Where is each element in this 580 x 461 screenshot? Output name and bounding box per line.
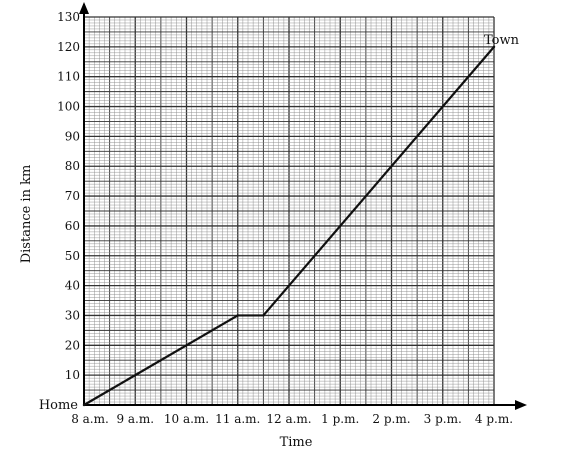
series-point xyxy=(262,314,265,317)
x-axis-arrowhead xyxy=(515,400,527,410)
y-tick-label: 40 xyxy=(65,279,80,293)
y-tick-label: 100 xyxy=(57,100,80,114)
y-tick-label: 20 xyxy=(65,338,80,352)
y-tick-label: 30 xyxy=(65,308,80,322)
x-tick-label: 3 p.m. xyxy=(424,412,462,426)
y-tick-label: 50 xyxy=(65,249,80,263)
y-axis-title: Distance in km xyxy=(19,165,34,264)
y-tick-label: 10 xyxy=(65,368,80,382)
series-point xyxy=(82,403,86,407)
y-tick-label: 120 xyxy=(57,40,80,54)
y-tick-label: 70 xyxy=(65,189,80,203)
x-tick-label: 12 a.m. xyxy=(266,412,311,426)
series-layer xyxy=(82,45,496,407)
axis-layer xyxy=(79,2,527,410)
x-tick-label: 8 a.m. xyxy=(71,412,109,426)
y-tick-label: 60 xyxy=(65,219,80,233)
series-point xyxy=(236,314,239,317)
x-tick-label: 9 a.m. xyxy=(116,412,154,426)
x-tick-label: 4 p.m. xyxy=(475,412,513,426)
y-tick-label: 130 xyxy=(57,10,80,24)
x-tick-label: 1 p.m. xyxy=(321,412,359,426)
x-tick-label: 11 a.m. xyxy=(215,412,260,426)
x-tick-label: 10 a.m. xyxy=(164,412,209,426)
series-point xyxy=(492,45,496,49)
grid-layer xyxy=(83,16,495,406)
home-label: Home xyxy=(39,398,78,413)
town-label: Town xyxy=(484,33,520,48)
series-line-segment xyxy=(262,45,496,317)
x-tick-label: 2 p.m. xyxy=(372,412,410,426)
tick-layer: 8 a.m. 9 a.m. 10 a.m. 11 a.m. 12 a.m. 1 p.m. 2… xyxy=(57,10,513,426)
y-tick-label: 90 xyxy=(65,129,80,143)
y-axis-arrowhead xyxy=(79,2,89,14)
y-tick-label: 110 xyxy=(57,70,80,84)
x-axis-title: Time xyxy=(280,435,313,450)
series-line-segment xyxy=(82,314,239,407)
y-tick-label: 80 xyxy=(65,159,80,173)
